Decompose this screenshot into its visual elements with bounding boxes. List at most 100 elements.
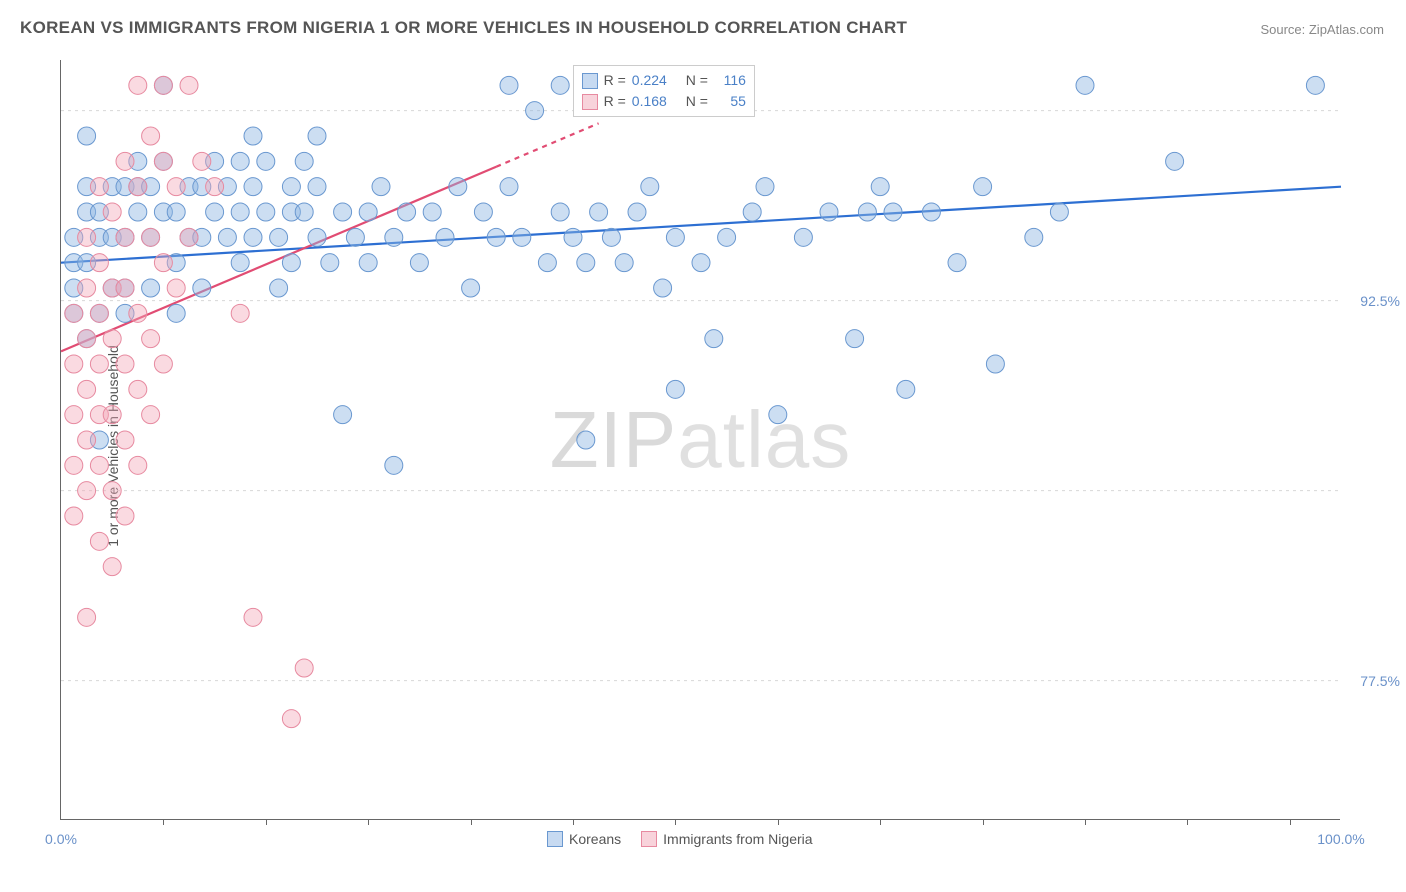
scatter-point xyxy=(564,228,582,246)
scatter-point xyxy=(116,507,134,525)
n-label: N = xyxy=(686,91,708,112)
legend-swatch-icon xyxy=(582,94,598,110)
scatter-point xyxy=(116,431,134,449)
scatter-point xyxy=(244,127,262,145)
source-label: Source: ZipAtlas.com xyxy=(1260,22,1384,37)
scatter-point xyxy=(90,456,108,474)
scatter-point xyxy=(129,178,147,196)
scatter-point xyxy=(129,380,147,398)
scatter-point xyxy=(103,330,121,348)
scatter-point xyxy=(602,228,620,246)
chart-container: KOREAN VS IMMIGRANTS FROM NIGERIA 1 OR M… xyxy=(0,0,1406,892)
scatter-point xyxy=(142,228,160,246)
scatter-point xyxy=(142,279,160,297)
scatter-point xyxy=(1166,152,1184,170)
scatter-point xyxy=(718,228,736,246)
scatter-point xyxy=(346,228,364,246)
scatter-point xyxy=(116,152,134,170)
x-tick-mark xyxy=(778,819,779,825)
scatter-point xyxy=(129,203,147,221)
bottom-legend-item: Immigrants from Nigeria xyxy=(641,831,812,847)
scatter-point xyxy=(551,76,569,94)
r-value: 0.168 xyxy=(632,91,680,112)
scatter-point xyxy=(244,178,262,196)
scatter-point xyxy=(1076,76,1094,94)
bottom-legend: KoreansImmigrants from Nigeria xyxy=(547,831,813,847)
scatter-point xyxy=(474,203,492,221)
scatter-point xyxy=(231,254,249,272)
scatter-point xyxy=(820,203,838,221)
scatter-point xyxy=(142,406,160,424)
scatter-point xyxy=(986,355,1004,373)
scatter-point xyxy=(372,178,390,196)
legend-series-label: Immigrants from Nigeria xyxy=(663,831,812,847)
scatter-point xyxy=(231,152,249,170)
scatter-point xyxy=(142,127,160,145)
scatter-point xyxy=(231,304,249,322)
scatter-point xyxy=(154,76,172,94)
scatter-point xyxy=(129,76,147,94)
scatter-point xyxy=(142,330,160,348)
scatter-point xyxy=(410,254,428,272)
x-tick-mark xyxy=(471,819,472,825)
scatter-point xyxy=(628,203,646,221)
scatter-point xyxy=(423,203,441,221)
scatter-point xyxy=(270,279,288,297)
scatter-point xyxy=(257,203,275,221)
scatter-point xyxy=(116,355,134,373)
scatter-point xyxy=(78,279,96,297)
scatter-point xyxy=(78,380,96,398)
scatter-point xyxy=(398,203,416,221)
scatter-point xyxy=(78,482,96,500)
scatter-point xyxy=(103,482,121,500)
scatter-point xyxy=(90,532,108,550)
legend-swatch-icon xyxy=(641,831,657,847)
x-tick-mark xyxy=(983,819,984,825)
scatter-point xyxy=(295,203,313,221)
scatter-point xyxy=(769,406,787,424)
scatter-point xyxy=(666,228,684,246)
scatter-point xyxy=(78,431,96,449)
y-tick-label: 77.5% xyxy=(1345,673,1400,689)
scatter-point xyxy=(282,254,300,272)
scatter-point xyxy=(206,203,224,221)
scatter-point xyxy=(1306,76,1324,94)
scatter-point xyxy=(180,76,198,94)
r-value: 0.224 xyxy=(632,70,680,91)
x-tick-mark xyxy=(266,819,267,825)
scatter-point xyxy=(462,279,480,297)
scatter-point xyxy=(295,152,313,170)
scatter-point xyxy=(359,203,377,221)
n-value: 55 xyxy=(714,91,746,112)
scatter-point xyxy=(90,304,108,322)
scatter-point xyxy=(78,608,96,626)
scatter-point xyxy=(1050,203,1068,221)
scatter-point xyxy=(705,330,723,348)
scatter-point xyxy=(359,254,377,272)
scatter-point xyxy=(666,380,684,398)
scatter-point xyxy=(129,456,147,474)
scatter-point xyxy=(974,178,992,196)
scatter-point xyxy=(65,507,83,525)
scatter-point xyxy=(154,355,172,373)
x-tick-label: 100.0% xyxy=(1317,831,1364,847)
x-tick-mark xyxy=(163,819,164,825)
x-tick-mark xyxy=(1187,819,1188,825)
scatter-point xyxy=(308,178,326,196)
scatter-point xyxy=(78,330,96,348)
n-label: N = xyxy=(686,70,708,91)
scatter-point xyxy=(103,203,121,221)
scatter-point xyxy=(295,659,313,677)
legend-stats-row: R =0.168N =55 xyxy=(582,91,746,112)
scatter-point xyxy=(180,228,198,246)
scatter-point xyxy=(654,279,672,297)
y-tick-label: 92.5% xyxy=(1345,293,1400,309)
scatter-point xyxy=(577,431,595,449)
scatter-point xyxy=(1025,228,1043,246)
legend-stats: R =0.224N =116R =0.168N =55 xyxy=(573,65,755,117)
scatter-point xyxy=(257,152,275,170)
scatter-point xyxy=(193,152,211,170)
scatter-point xyxy=(321,254,339,272)
scatter-point xyxy=(282,178,300,196)
scatter-point xyxy=(385,456,403,474)
